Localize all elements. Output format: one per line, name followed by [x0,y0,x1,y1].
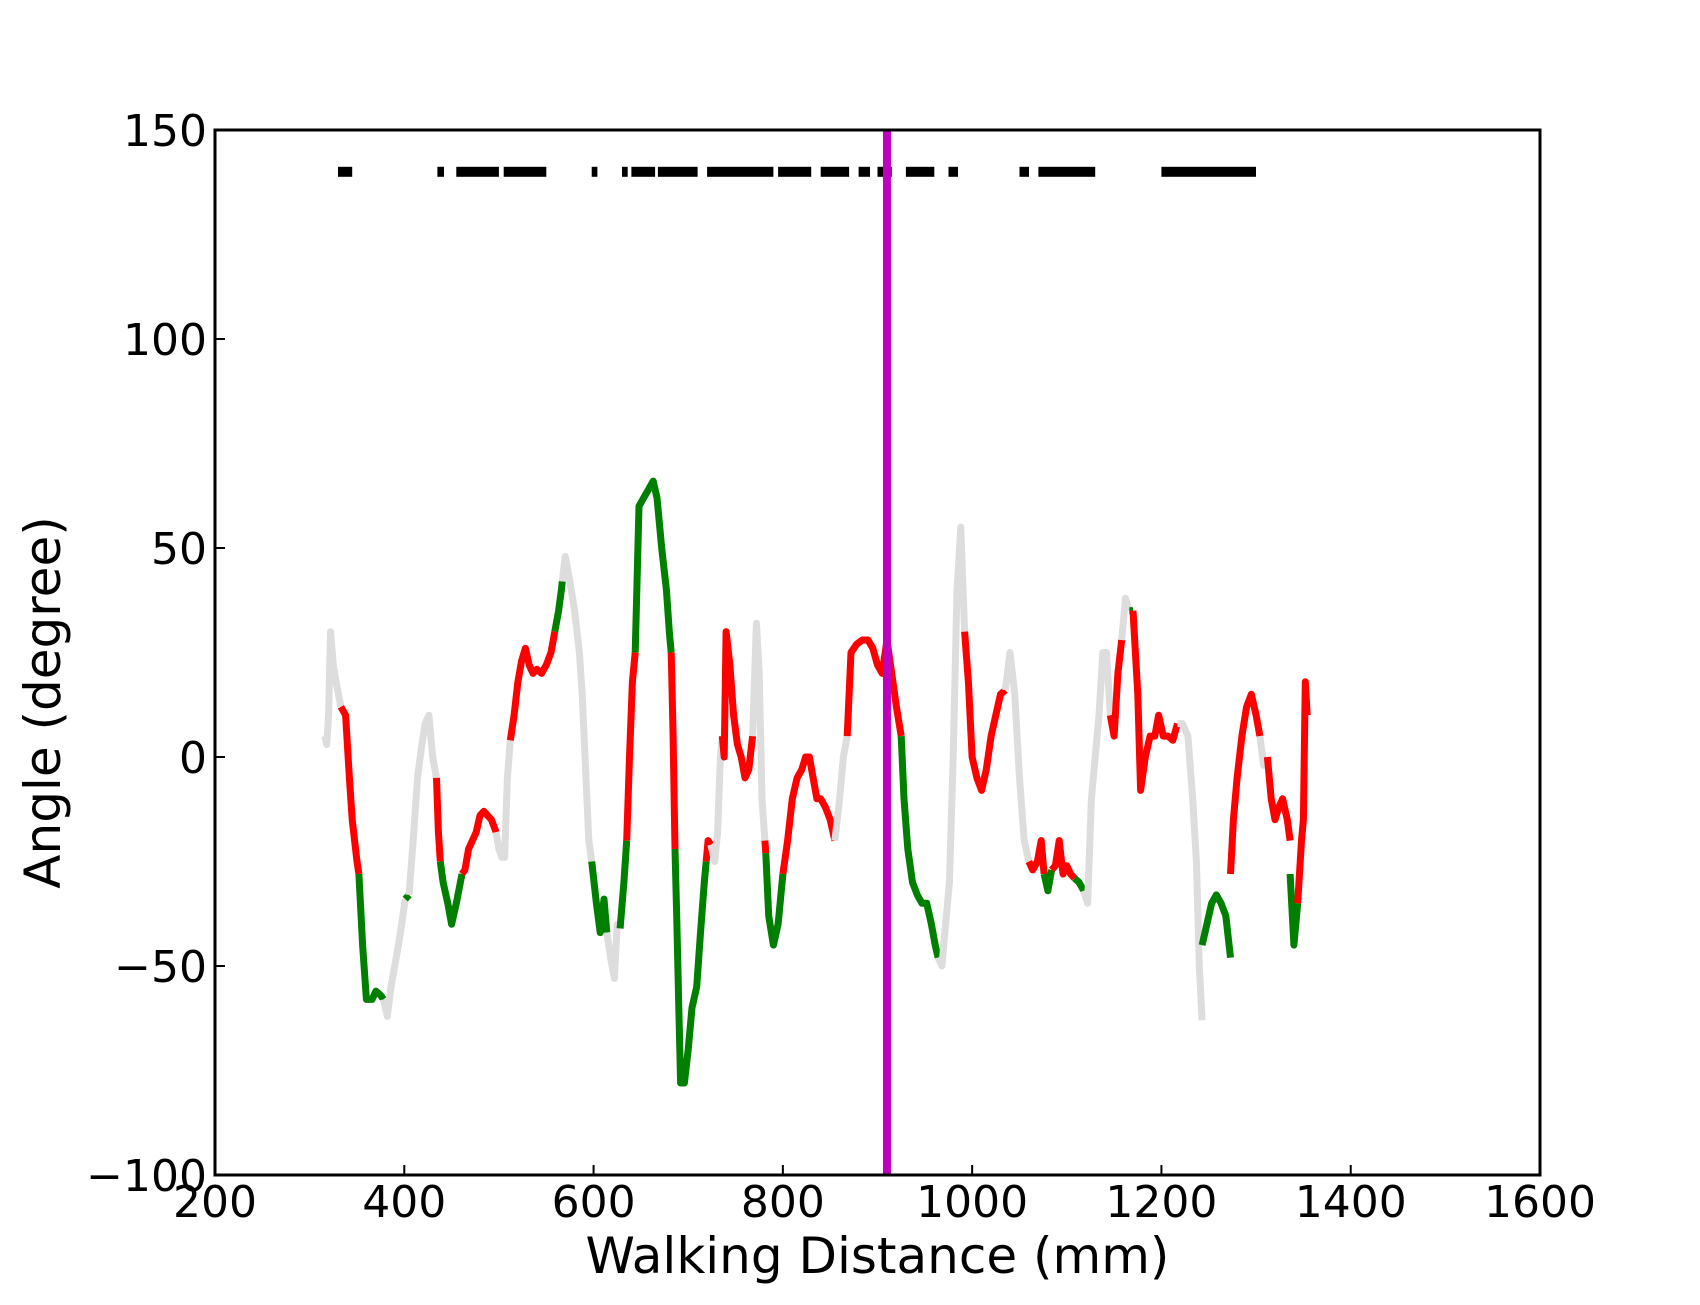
event-marker-bar [657,166,698,177]
event-marker-bar [858,166,870,177]
angle-trace-segment-gray [492,740,514,861]
event-marker-bar [948,166,958,177]
event-marker-bar [631,166,656,177]
angle-trace-segment-red [337,705,363,875]
angle-trace-segment-green [616,840,631,929]
angle-trace-segment-red [1025,837,1048,875]
event-marker-bar [503,166,547,177]
angle-trace-segment-red [1049,837,1077,881]
event-marker-bar [707,166,774,177]
x-axis-label: Walking Distance (mm) [586,1227,1170,1285]
x-axis-ticks: 200 400 600 800 1000 1200 1400 1600 [173,1165,1596,1228]
angle-trace-segment-red [667,652,679,850]
angle-trace-segment-red [1263,756,1294,842]
angle-trace-segment-gray [1177,720,1206,1021]
y-axis-ticks: −100 −50 0 50 100 150 [86,106,225,1202]
angle-trace-segment-gray [749,619,769,841]
x-tick-label: 200 [173,1177,257,1228]
angle-trace-segment-green [671,848,710,1087]
angle-trace-segment-gray [405,711,440,896]
x-tick-label: 1200 [1105,1177,1217,1228]
angle-trace-segment-gray [934,523,969,970]
angle-trace-segment-red [779,753,839,875]
angle-trace-segment-red [843,636,905,737]
event-marker-bar [905,166,935,177]
angle-trace-segment-gray [1118,594,1133,641]
angle-trace-segment-gray [380,898,409,1020]
y-tick-label: 150 [123,106,207,157]
event-marker-bar [591,166,598,177]
x-tick-label: 1000 [916,1177,1028,1228]
angle-trace-segment-green [762,852,787,949]
angle-trace-segment-green [1072,875,1087,893]
y-tick-label: −100 [86,1151,207,1202]
angle-trace-segment-gray [1001,649,1033,863]
y-tick-label: 50 [151,524,207,575]
angle-trace-segment-green [1198,891,1234,958]
plot-area-frame [213,128,1542,1177]
angle-trace-segment-red [702,837,714,862]
event-marker-bar [1161,166,1256,177]
angle-trace-segment-red [961,631,1008,794]
angle-trace-segment-red [623,652,639,841]
angle-trace-segment-green [355,873,387,1003]
x-tick-label: 1600 [1484,1177,1596,1228]
angle-trace-segment-gray [831,735,851,841]
event-marker-bar [820,166,850,177]
angle-trace-segment-green [551,581,566,633]
y-tick-label: 100 [123,315,207,366]
event-marker-bar [1019,166,1029,177]
event-marker-bar [1038,166,1096,177]
angle-trace-segment-green [897,735,942,959]
event-marker-bar [778,166,812,177]
angle-trace-segment-green [436,861,466,928]
event-marker-bar [456,166,499,177]
angle-trace-segment-red [1294,678,1311,904]
angle-trace-segment-red [718,628,757,782]
angle-trace-segment-green [588,861,611,937]
angle-trace-segment-red [433,777,444,862]
angle-trace-segment-red [1106,639,1126,740]
angle-trace-segment-green [631,477,675,653]
angle-trace-segment-green [1286,873,1302,949]
event-marker-bar [338,166,353,177]
event-marker-bar [437,166,444,177]
event-marker-group [338,166,1256,177]
angle-trace-segment-green [1040,869,1056,895]
angle-trace-segment-gray [321,628,345,748]
x-tick-label: 400 [362,1177,446,1228]
angle-trace-segment-red [1129,610,1181,794]
angle-trace-group [321,477,1311,1087]
angle-trace-segment-gray [1080,649,1114,907]
x-tick-label: 600 [552,1177,636,1228]
y-tick-label: −50 [114,942,207,993]
x-tick-label: 1400 [1295,1177,1407,1228]
angle-trace-segment-red [1227,690,1264,875]
angle-trace-segment-gray [558,552,596,862]
y-axis-label: Angle (degree) [14,516,72,888]
y-tick-label: 0 [179,733,207,784]
angle-trace-segment-red [506,630,559,741]
angle-trace-segment-red [761,840,770,854]
angle-trace-segment-gray [603,920,623,982]
angle-trace-segment-green [402,892,412,902]
event-marker-bar [622,166,628,177]
angle-trace-segment-red [459,807,500,877]
x-tick-label: 800 [741,1177,825,1228]
